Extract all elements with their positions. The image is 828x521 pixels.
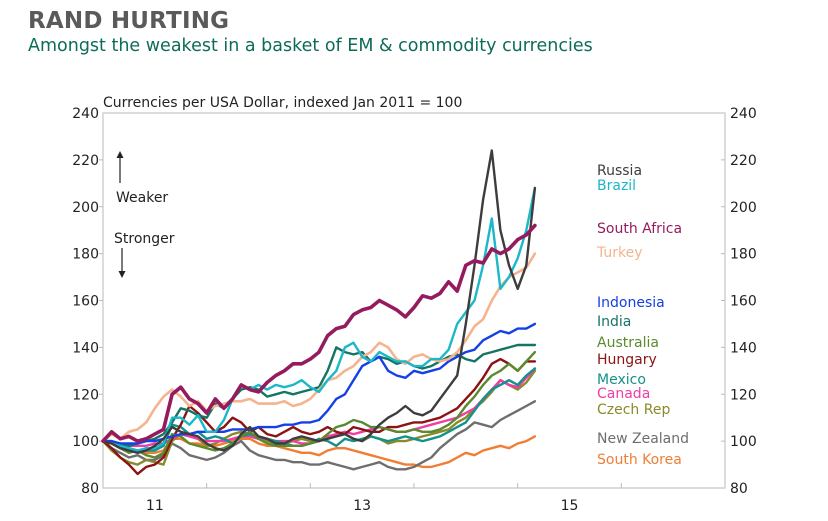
series-line-south-africa (101, 223, 537, 443)
series-label-mexico: Mexico (597, 372, 646, 388)
chart-title: RAND HURTING (28, 8, 230, 34)
y-tick-label-right: 100 (730, 434, 757, 450)
up-arrow-icon (116, 151, 124, 158)
down-arrow-icon (118, 271, 126, 278)
y-tick-label-right: 80 (730, 481, 748, 497)
series-label-hungary: Hungary (597, 352, 657, 368)
series-label-new-zealand: New Zealand (597, 431, 689, 447)
y-tick-label-left: 80 (81, 481, 99, 497)
series-line-new-zealand (101, 400, 537, 471)
series-line-mexico (101, 367, 537, 452)
y-tick-label-left: 140 (72, 340, 99, 356)
series-label-turkey: Turkey (596, 245, 643, 261)
series-line-indonesia (101, 322, 537, 445)
y-tick-label-left: 200 (72, 200, 99, 216)
series-line-brazil (101, 186, 537, 452)
chart-subtitle: Amongst the weakest in a basket of EM & … (28, 36, 593, 56)
series-label-australia: Australia (597, 335, 659, 351)
x-tick-label: 13 (353, 498, 371, 514)
y-tick-label-right: 200 (730, 200, 757, 216)
series-label-brazil: Brazil (597, 178, 636, 194)
y-axis-label: Currencies per USA Dollar, indexed Jan 2… (103, 95, 462, 111)
series-label-india: India (597, 314, 631, 330)
series-label-indonesia: Indonesia (597, 295, 665, 311)
series-label-canada: Canada (597, 386, 650, 402)
weaker-label: Weaker (116, 190, 168, 206)
y-tick-label-left: 120 (72, 387, 99, 403)
series-label-russia: Russia (597, 163, 642, 179)
series-line-russia (101, 149, 537, 454)
y-tick-label-left: 180 (72, 247, 99, 263)
direction-annotation: Weaker Stronger (114, 151, 175, 278)
y-tick-label-left: 100 (72, 434, 99, 450)
y-tick-label-left: 240 (72, 106, 99, 122)
y-tick-label-right: 140 (730, 340, 757, 356)
series-label-south-africa: South Africa (597, 221, 682, 237)
y-tick-label-left: 160 (72, 294, 99, 310)
axis-ticks: 80 80 100 100 120 120 140 140 160 160 180 180 200 200… (72, 106, 756, 514)
series-label-south-korea: South Korea (597, 452, 682, 468)
y-tick-label-left: 220 (72, 153, 99, 169)
y-tick-label-right: 180 (730, 247, 757, 263)
x-tick-label: 15 (561, 498, 579, 514)
series-label-czech-rep: Czech Rep (597, 402, 670, 418)
y-tick-label-right: 160 (730, 294, 757, 310)
x-tick-label: 11 (146, 498, 164, 514)
y-tick-label-right: 120 (730, 387, 757, 403)
stronger-label: Stronger (114, 231, 175, 247)
y-tick-label-right: 220 (730, 153, 757, 169)
series-lines (101, 149, 537, 476)
y-tick-label-right: 240 (730, 106, 757, 122)
